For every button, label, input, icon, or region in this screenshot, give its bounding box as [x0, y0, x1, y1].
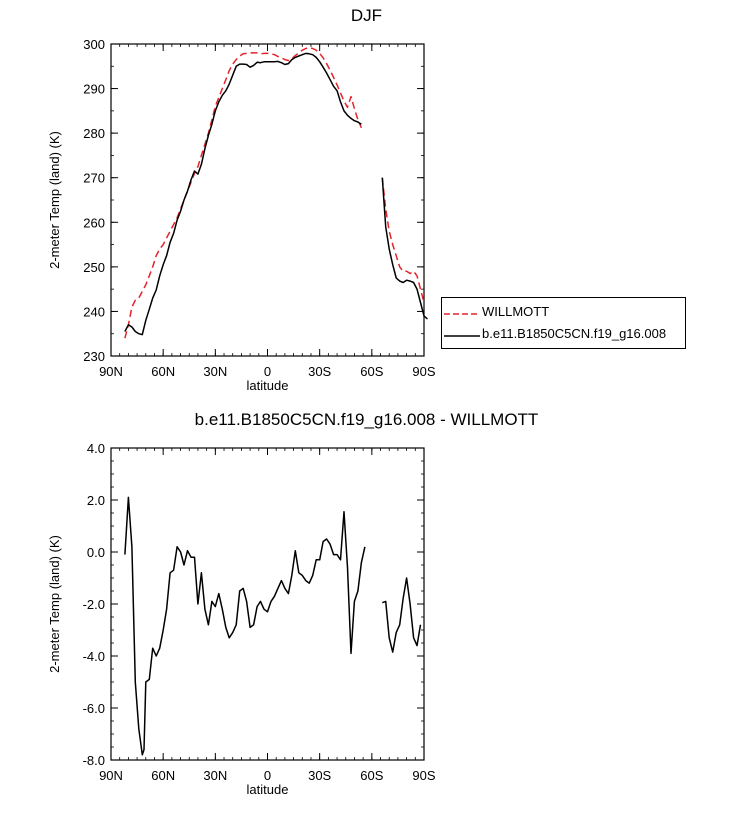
- y-tick-label: 2.0: [87, 493, 105, 508]
- legend-swatch-dashed-red: [444, 313, 480, 315]
- x-axis-label: latitude: [247, 782, 289, 797]
- difference-line-chart: 90N 60N 30N 0 30S 60S 90S -8.0 -6.0 -4.0 -2.0 0.0 2.…: [47, 441, 436, 797]
- x-tick-label: 0: [264, 364, 271, 379]
- series-line-difference: [382, 577, 422, 653]
- series-line-willmott: [124, 46, 363, 339]
- y-tick-label: -2.0: [83, 597, 105, 612]
- x-tick-label: 60N: [151, 768, 175, 783]
- series-line-b-e11-b1850c5cn-f19-g16-008: [124, 52, 362, 336]
- y-tick-label: 230: [83, 349, 105, 364]
- x-tick-label: 90N: [99, 364, 123, 379]
- y-tick-label: 290: [83, 82, 105, 97]
- y-tick-label: 260: [83, 215, 105, 230]
- bottom-chart-title: b.e11.B1850C5CN.f19_g16.008 - WILLMOTT: [194, 410, 539, 429]
- y-tick-label: 250: [83, 260, 105, 275]
- x-axis-label: latitude: [247, 378, 289, 393]
- x-tick-label: 90N: [99, 768, 123, 783]
- y-tick-label: 280: [83, 126, 105, 141]
- y-tick-label: -8.0: [83, 753, 105, 768]
- series-line-willmott: [381, 177, 425, 303]
- legend: WILLMOTT b.e11.B1850C5CN.f19_g16.008: [441, 297, 686, 349]
- x-tick-label: 60S: [360, 364, 383, 379]
- series-line-b-e11-b1850c5cn-f19-g16-008: [381, 177, 428, 320]
- legend-swatch-solid-black: [444, 335, 480, 337]
- x-tick-label: 30N: [203, 768, 227, 783]
- y-tick-label: 4.0: [87, 441, 105, 456]
- y-tick-label: 300: [83, 37, 105, 52]
- x-tick-label: 30N: [203, 364, 227, 379]
- x-tick-label: 90S: [412, 364, 435, 379]
- top-line-chart: 90N 60N 30N 0 30S 60S 90S 230 240 250 260 270 280 290…: [47, 37, 436, 393]
- top-chart-title: DJF: [350, 6, 383, 25]
- x-tick-label: 0: [264, 768, 271, 783]
- y-tick-label: -6.0: [83, 701, 105, 716]
- x-tick-label: 60N: [151, 364, 175, 379]
- x-tick-label: 30S: [308, 364, 331, 379]
- y-tick-label: 240: [83, 304, 105, 319]
- x-tick-label: 30S: [308, 768, 331, 783]
- y-axis-label: 2-meter Temp (land) (K): [47, 535, 62, 673]
- legend-item-model: b.e11.B1850C5CN.f19_g16.008: [442, 324, 685, 346]
- x-tick-label: 60S: [360, 768, 383, 783]
- legend-label: b.e11.B1850C5CN.f19_g16.008: [482, 326, 667, 341]
- x-tick-label: 90S: [412, 768, 435, 783]
- plot-frame: [110, 43, 425, 357]
- y-tick-label: 270: [83, 171, 105, 186]
- y-axis-label: 2-meter Temp (land) (K): [47, 131, 62, 269]
- legend-label: WILLMOTT: [482, 304, 550, 319]
- plot-frame: [110, 447, 425, 761]
- legend-item-willmott: WILLMOTT: [442, 302, 685, 324]
- y-tick-label: 0.0: [87, 545, 105, 560]
- y-tick-label: -4.0: [83, 649, 105, 664]
- series-line-difference: [124, 496, 366, 756]
